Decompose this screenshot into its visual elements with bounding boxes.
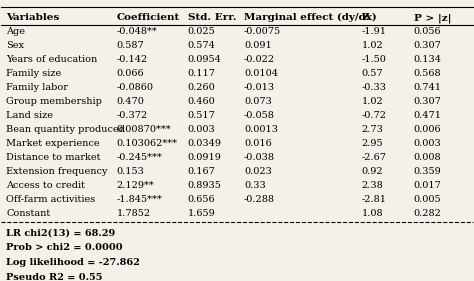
Text: -0.288: -0.288 <box>244 196 275 205</box>
Text: 0.091: 0.091 <box>244 41 272 50</box>
Text: Bean quantity produced: Bean quantity produced <box>6 125 125 134</box>
Text: 0.008: 0.008 <box>414 153 441 162</box>
Text: 0.359: 0.359 <box>414 167 441 176</box>
Text: 1.7852: 1.7852 <box>117 209 151 218</box>
Text: Std. Err.: Std. Err. <box>188 13 236 22</box>
Text: 0.023: 0.023 <box>244 167 272 176</box>
Text: 2.38: 2.38 <box>362 182 383 191</box>
Text: 0.005: 0.005 <box>414 196 441 205</box>
Text: -1.91: -1.91 <box>362 27 387 36</box>
Text: 0.282: 0.282 <box>414 209 442 218</box>
Text: 0.003: 0.003 <box>188 125 215 134</box>
Text: 0.33: 0.33 <box>244 182 266 191</box>
Text: -0.0860: -0.0860 <box>117 83 154 92</box>
Text: -0.372: -0.372 <box>117 111 148 120</box>
Text: P > |z|: P > |z| <box>414 13 451 22</box>
Text: Prob > chi2 = 0.0000: Prob > chi2 = 0.0000 <box>6 243 123 252</box>
Text: 0.260: 0.260 <box>188 83 215 92</box>
Text: 0.307: 0.307 <box>414 97 442 106</box>
Text: 0.0954: 0.0954 <box>188 55 221 64</box>
Text: -0.0075: -0.0075 <box>244 27 281 36</box>
Text: -0.33: -0.33 <box>362 83 387 92</box>
Text: 0.0013: 0.0013 <box>244 125 278 134</box>
Text: 0.517: 0.517 <box>188 111 215 120</box>
Text: Z: Z <box>362 13 370 22</box>
Text: Access to credit: Access to credit <box>6 182 85 191</box>
Text: 0.073: 0.073 <box>244 97 272 106</box>
Text: 0.167: 0.167 <box>188 167 215 176</box>
Text: 0.471: 0.471 <box>414 111 442 120</box>
Text: 0.57: 0.57 <box>362 69 383 78</box>
Text: 0.0349: 0.0349 <box>188 139 221 148</box>
Text: 0.587: 0.587 <box>117 41 145 50</box>
Text: Age: Age <box>6 27 25 36</box>
Text: 0.153: 0.153 <box>117 167 145 176</box>
Text: 1.659: 1.659 <box>188 209 215 218</box>
Text: 0.92: 0.92 <box>362 167 383 176</box>
Text: 0.003: 0.003 <box>414 139 441 148</box>
Text: -1.50: -1.50 <box>362 55 387 64</box>
Text: 0.470: 0.470 <box>117 97 145 106</box>
Text: LR chi2(13) = 68.29: LR chi2(13) = 68.29 <box>6 228 115 237</box>
Text: 0.0919: 0.0919 <box>188 153 221 162</box>
Text: -0.022: -0.022 <box>244 55 275 64</box>
Text: 0.066: 0.066 <box>117 69 145 78</box>
Text: 1.08: 1.08 <box>362 209 383 218</box>
Text: Years of education: Years of education <box>6 55 97 64</box>
Text: 0.307: 0.307 <box>414 41 442 50</box>
Text: Sex: Sex <box>6 41 24 50</box>
Text: Market experience: Market experience <box>6 139 100 148</box>
Text: Extension frequency: Extension frequency <box>6 167 108 176</box>
Text: 0.0104: 0.0104 <box>244 69 278 78</box>
Text: 0.025: 0.025 <box>188 27 215 36</box>
Text: Land size: Land size <box>6 111 53 120</box>
Text: -0.058: -0.058 <box>244 111 275 120</box>
Text: Family size: Family size <box>6 69 61 78</box>
Text: Off-farm activities: Off-farm activities <box>6 196 95 205</box>
Text: -2.81: -2.81 <box>362 196 387 205</box>
Text: Distance to market: Distance to market <box>6 153 100 162</box>
Text: -2.67: -2.67 <box>362 153 387 162</box>
Text: Pseudo R2 = 0.55: Pseudo R2 = 0.55 <box>6 273 102 281</box>
Text: Log likelihood = -27.862: Log likelihood = -27.862 <box>6 258 140 267</box>
Text: Constant: Constant <box>6 209 50 218</box>
Text: 0.574: 0.574 <box>188 41 215 50</box>
Text: Marginal effect (dy/dx): Marginal effect (dy/dx) <box>244 13 377 22</box>
Text: 0.741: 0.741 <box>414 83 442 92</box>
Text: 1.02: 1.02 <box>362 41 383 50</box>
Text: 0.017: 0.017 <box>414 182 442 191</box>
Text: 0.103062***: 0.103062*** <box>117 139 178 148</box>
Text: -0.142: -0.142 <box>117 55 148 64</box>
Text: -0.245***: -0.245*** <box>117 153 163 162</box>
Text: 0.056: 0.056 <box>414 27 441 36</box>
Text: 0.568: 0.568 <box>414 69 441 78</box>
Text: 2.129**: 2.129** <box>117 182 155 191</box>
Text: -0.038: -0.038 <box>244 153 275 162</box>
Text: Family labor: Family labor <box>6 83 68 92</box>
Text: 1.02: 1.02 <box>362 97 383 106</box>
Text: 0.006: 0.006 <box>414 125 441 134</box>
Text: -1.845***: -1.845*** <box>117 196 163 205</box>
Text: 0.016: 0.016 <box>244 139 272 148</box>
Text: -0.013: -0.013 <box>244 83 275 92</box>
Text: 0.656: 0.656 <box>188 196 215 205</box>
Text: 0.8935: 0.8935 <box>188 182 221 191</box>
Text: 0.00870***: 0.00870*** <box>117 125 172 134</box>
Text: Coefficient: Coefficient <box>117 13 180 22</box>
Text: 0.460: 0.460 <box>188 97 215 106</box>
Text: 0.134: 0.134 <box>414 55 442 64</box>
Text: -0.72: -0.72 <box>362 111 387 120</box>
Text: Group membership: Group membership <box>6 97 102 106</box>
Text: 2.73: 2.73 <box>362 125 384 134</box>
Text: -0.048**: -0.048** <box>117 27 157 36</box>
Text: 0.117: 0.117 <box>188 69 216 78</box>
Text: 2.95: 2.95 <box>362 139 383 148</box>
Text: Variables: Variables <box>6 13 59 22</box>
